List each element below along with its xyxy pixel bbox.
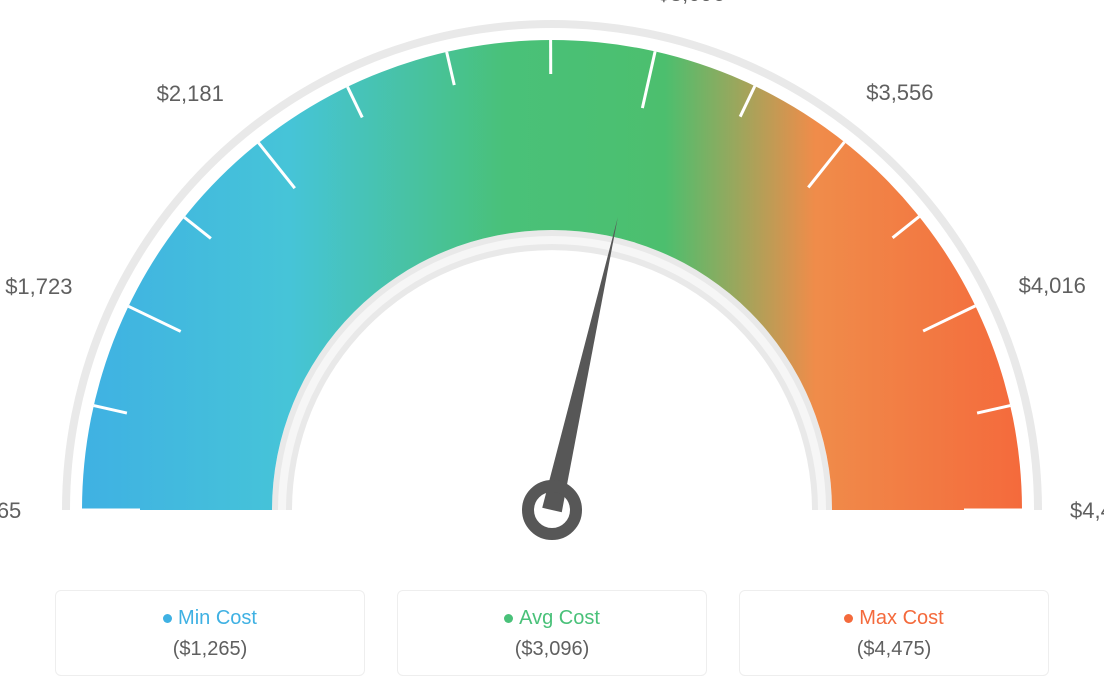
gauge-tick-label: $2,181 bbox=[157, 81, 224, 107]
gauge-tick-label: $1,265 bbox=[0, 498, 21, 524]
legend-title: Min Cost bbox=[56, 607, 364, 630]
gauge-needle bbox=[542, 217, 618, 512]
gauge-chart: $1,265$1,723$2,181$3,096$3,556$4,016$4,4… bbox=[22, 20, 1082, 580]
legend-value: ($3,096) bbox=[398, 638, 706, 661]
gauge-tick-label: $1,723 bbox=[5, 274, 72, 300]
legend-dot bbox=[844, 614, 853, 623]
legend-title-text: Min Cost bbox=[178, 607, 257, 629]
gauge-colored-arc bbox=[82, 40, 1022, 510]
legend-title: Max Cost bbox=[740, 607, 1048, 630]
gauge-tick-label: $3,096 bbox=[658, 0, 725, 7]
legend-dot bbox=[504, 614, 513, 623]
legend-card-max-cost: Max Cost ($4,475) bbox=[739, 590, 1049, 676]
legend-title-text: Max Cost bbox=[859, 607, 943, 629]
legend-card-avg-cost: Avg Cost ($3,096) bbox=[397, 590, 707, 676]
legend-row: Min Cost ($1,265) Avg Cost ($3,096) Max Cost… bbox=[20, 590, 1084, 676]
gauge-tick-label: $4,016 bbox=[1019, 273, 1086, 299]
gauge-tick-label: $3,556 bbox=[866, 80, 933, 106]
legend-value: ($1,265) bbox=[56, 638, 364, 661]
gauge-tick-label: $4,475 bbox=[1070, 498, 1104, 524]
legend-dot bbox=[163, 614, 172, 623]
legend-title-text: Avg Cost bbox=[519, 607, 600, 629]
legend-card-min-cost: Min Cost ($1,265) bbox=[55, 590, 365, 676]
legend-title: Avg Cost bbox=[398, 607, 706, 630]
legend-value: ($4,475) bbox=[740, 638, 1048, 661]
